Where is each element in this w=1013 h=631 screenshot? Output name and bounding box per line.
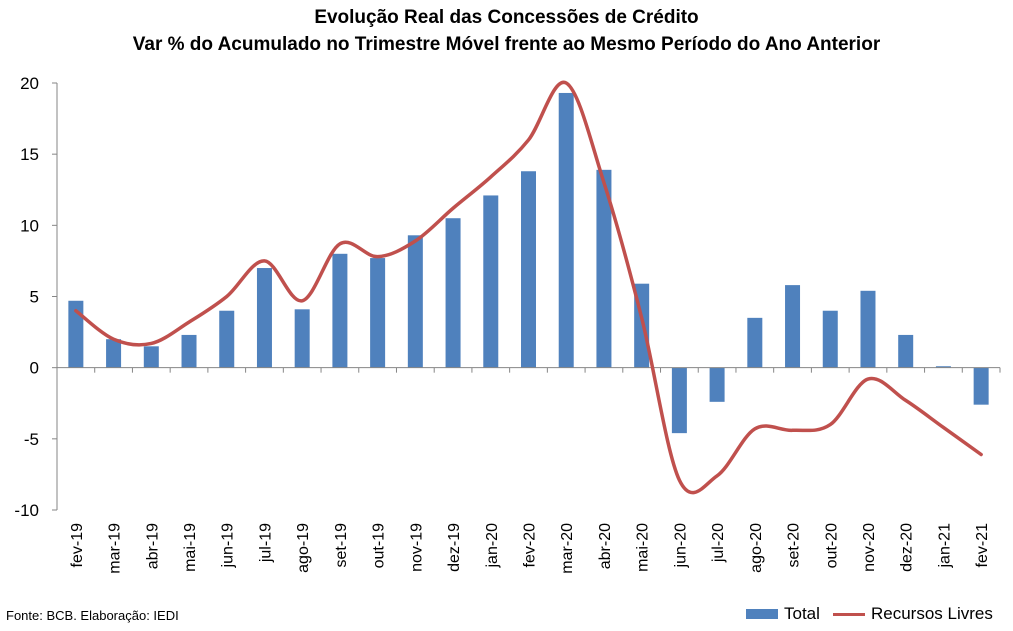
bar-total [68, 300, 84, 368]
bar-total [747, 317, 763, 368]
x-tick-label: ago-20 [748, 523, 765, 573]
bar-total [785, 285, 801, 368]
x-tick-label: ago-19 [295, 523, 312, 573]
x-tick-label: jul-19 [257, 523, 274, 563]
bar-total [822, 310, 838, 368]
chart-title: Evolução Real das Concessões de Crédito [314, 7, 699, 28]
x-tick-label: out-19 [371, 523, 388, 568]
y-tick-label: 10 [20, 216, 39, 235]
bar-total [294, 309, 310, 368]
chart-subtitle: Var % do Acumulado no Trimestre Móvel fr… [132, 34, 881, 55]
x-tick-label: nov-20 [861, 523, 878, 572]
bar-total [332, 253, 348, 368]
x-tick-label: mar-20 [559, 523, 576, 574]
y-tick-label: 5 [30, 288, 39, 307]
bar-total [935, 366, 951, 368]
x-tick-label: set-19 [333, 523, 350, 568]
y-tick-label: 0 [30, 359, 39, 378]
bar-total [256, 268, 272, 368]
x-tick-label: jul-20 [710, 523, 727, 563]
x-tick-label: fev-21 [974, 523, 991, 568]
bar-total [106, 339, 122, 368]
y-tick-label: 20 [20, 74, 39, 93]
bar-total [973, 367, 989, 405]
x-tick-label: abr-20 [597, 523, 614, 569]
y-tick-label: -10 [14, 501, 39, 520]
x-tick-label: out-20 [823, 523, 840, 568]
y-tick-label: -5 [24, 430, 39, 449]
x-tick-label: dez-19 [446, 523, 463, 572]
y-tick-label: 15 [20, 145, 39, 164]
x-tick-label: abr-19 [144, 523, 161, 569]
x-tick-label: jun-19 [220, 523, 237, 569]
x-tick-label: jan-20 [484, 523, 501, 569]
x-tick-label: nov-19 [408, 523, 425, 572]
line-recursos-livres [74, 80, 983, 495]
bar-total [143, 346, 159, 368]
bar-total [596, 169, 612, 368]
x-tick-label: dez-20 [899, 523, 916, 572]
legend-label-total: Total [784, 604, 820, 623]
x-tick-label: mai-20 [635, 523, 652, 572]
bar-total [558, 92, 574, 368]
x-tick-label: mar-19 [107, 523, 124, 574]
legend-label-recursos-livres: Recursos Livres [871, 604, 993, 623]
bar-total [483, 195, 499, 368]
bar-total [671, 367, 687, 434]
bar-total [860, 290, 876, 368]
legend-item-total: Total [746, 602, 820, 626]
bar-total [370, 258, 386, 368]
legend-swatch-total [746, 609, 778, 619]
chart-canvas: -10 -5 0 5 10 15 20 fev-19 mar-19 abr-19 mai-19 jun… [14, 74, 1001, 574]
x-tick-label: fev-19 [69, 523, 86, 568]
bar-total [181, 334, 197, 368]
bar-total [407, 235, 423, 368]
bar-total [219, 310, 235, 368]
x-tick-label: set-20 [786, 523, 803, 568]
bar-total [445, 218, 461, 368]
bar-total [709, 367, 725, 402]
bar-total [898, 334, 914, 368]
source-note: Fonte: BCB. Elaboração: IEDI [6, 608, 179, 623]
x-tick-label: jan-21 [936, 523, 953, 569]
x-tick-label: jun-20 [672, 523, 689, 569]
legend-swatch-recursos-livres [833, 612, 865, 616]
x-tick-label: fev-20 [522, 523, 539, 568]
legend-item-recursos-livres: Recursos Livres [833, 602, 993, 626]
bar-total [521, 171, 536, 368]
x-tick-label: mai-19 [182, 523, 199, 572]
